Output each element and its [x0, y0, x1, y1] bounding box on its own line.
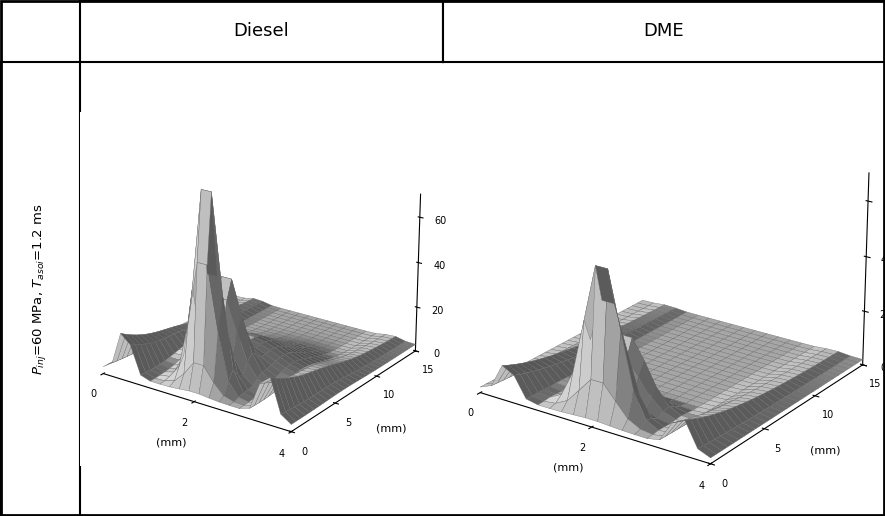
- Text: $P_{inj}$=60 MPa, $T_{asoi}$=1.2 ms: $P_{inj}$=60 MPa, $T_{asoi}$=1.2 ms: [31, 203, 49, 375]
- X-axis label: (mm): (mm): [553, 462, 584, 473]
- Text: DME: DME: [643, 22, 684, 40]
- Text: Diesel: Diesel: [234, 22, 289, 40]
- X-axis label: (mm): (mm): [156, 437, 186, 447]
- Y-axis label: (mm): (mm): [376, 423, 406, 433]
- Y-axis label: (mm): (mm): [810, 446, 840, 456]
